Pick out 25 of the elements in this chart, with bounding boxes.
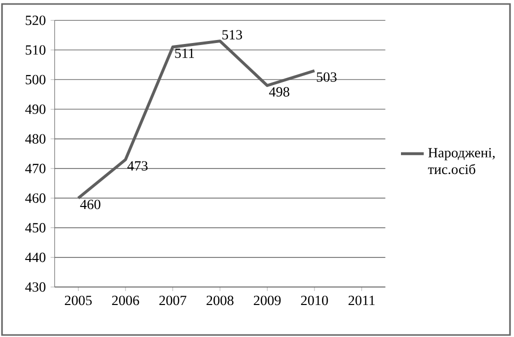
y-tick-label: 450 xyxy=(25,223,46,232)
y-tick-label: 480 xyxy=(25,134,46,144)
data-label: 503 xyxy=(316,72,337,82)
y-tick-label: 430 xyxy=(25,282,46,292)
data-label: 460 xyxy=(80,200,100,210)
y-tick-label: 460 xyxy=(25,193,46,203)
line-series xyxy=(76,40,316,200)
x-tick-label: 2006 xyxy=(112,296,140,306)
legend-label: Народжені, тис.осіб xyxy=(428,148,495,174)
x-tick-label: 2010 xyxy=(301,296,328,306)
data-label: 498 xyxy=(269,87,290,97)
y-tick-label: 440 xyxy=(25,252,46,262)
y-tick-label: 500 xyxy=(26,74,46,84)
y-tick-label: 510 xyxy=(26,45,46,55)
x-tick-label: 2007 xyxy=(159,296,186,306)
data-label: 511 xyxy=(175,48,194,58)
y-tick-label: 490 xyxy=(25,104,46,114)
y-tick-label: 470 xyxy=(25,164,46,174)
data-label: 513 xyxy=(222,30,242,40)
x-tick-label: 2011 xyxy=(348,296,375,306)
x-tick-label: 2008 xyxy=(206,296,234,306)
x-tick-label: 2009 xyxy=(254,296,281,306)
x-tick-label: 2005 xyxy=(64,296,92,306)
data-label: 473 xyxy=(127,161,148,171)
y-tick-label: 520 xyxy=(26,16,46,26)
